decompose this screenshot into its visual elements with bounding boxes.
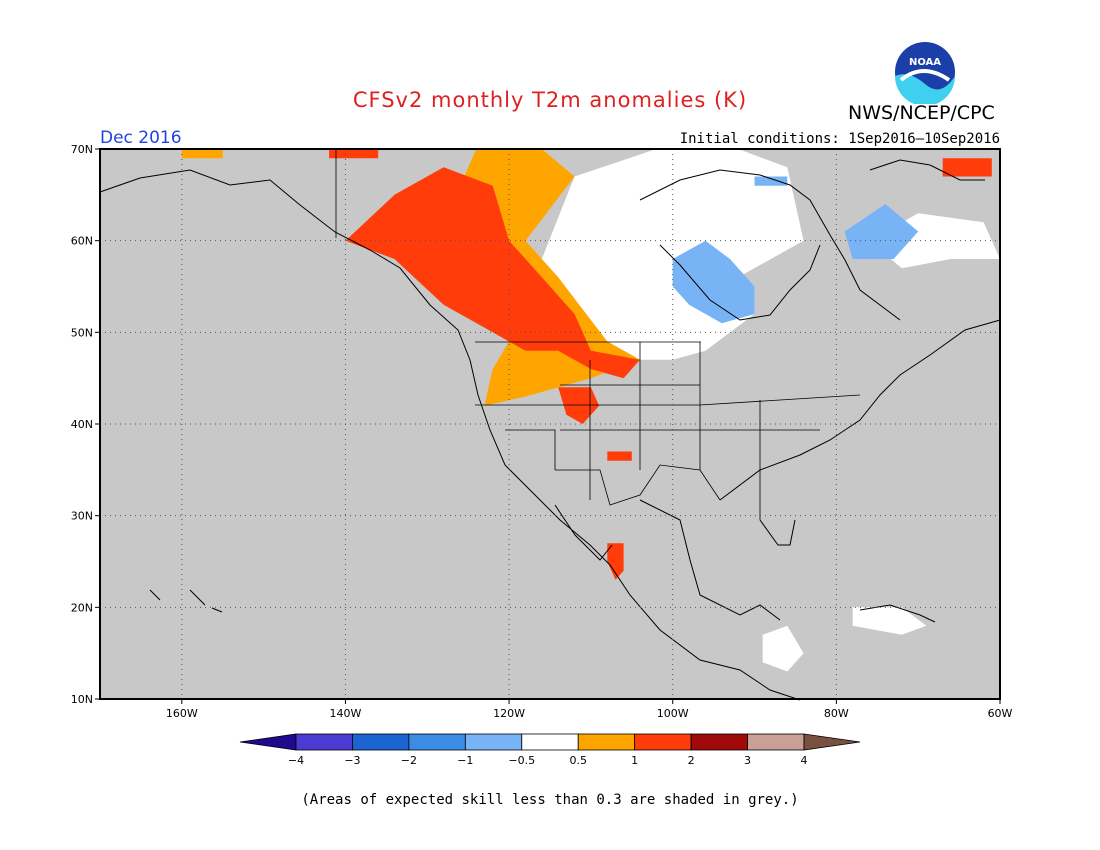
- lon-tick-label: 160W: [166, 707, 198, 720]
- axis-ticks: 70N 60N 50N 40N 30N 20N 10N 160W 140W 120W 100W 80W…: [71, 143, 1013, 720]
- legend-swatch: [577, 733, 636, 751]
- noaa-logo: NOAA: [895, 42, 955, 104]
- lon-tick-label: 140W: [330, 707, 362, 720]
- lon-tick-label: 80W: [824, 707, 849, 720]
- legend-swatch: [295, 733, 353, 751]
- anomaly-region: [558, 387, 600, 424]
- anomaly-region: [181, 149, 223, 159]
- legend-label: −3: [344, 754, 360, 767]
- legend-label: 4: [801, 754, 808, 767]
- lon-tick-label: 120W: [493, 707, 525, 720]
- legend-label: −0.5: [508, 754, 535, 767]
- legend-label: −1: [457, 754, 473, 767]
- lat-tick-label: 70N: [71, 143, 93, 156]
- legend-arrow-high: [803, 733, 861, 751]
- valid-month-label: Dec 2016: [100, 128, 182, 148]
- legend-label: 1: [631, 754, 638, 767]
- anomaly-region: [762, 625, 804, 672]
- anomaly-region: [607, 543, 624, 580]
- legend-swatch: [408, 733, 466, 751]
- lat-tick-label: 40N: [71, 418, 93, 431]
- anomaly-region: [607, 451, 632, 461]
- lat-tick-label: 30N: [71, 510, 93, 523]
- anomaly-region: [852, 607, 927, 635]
- anomaly-region: [329, 149, 379, 159]
- lon-tick-label: 60W: [988, 707, 1013, 720]
- organization-label: NWS/NCEP/CPC: [848, 102, 995, 124]
- lat-tick-label: 60N: [71, 235, 93, 248]
- anomaly-region: [754, 176, 788, 186]
- legend-arrow-low: [239, 733, 297, 751]
- legend-label: −2: [401, 754, 417, 767]
- noaa-logo-text: NOAA: [909, 57, 941, 68]
- legend-label: −4: [288, 754, 304, 767]
- anomaly-region: [345, 167, 640, 379]
- lon-tick-label: 100W: [657, 707, 689, 720]
- anomaly-region: [844, 204, 919, 259]
- political-borders: [335, 149, 861, 520]
- graticule: [100, 149, 1000, 699]
- legend-label: 0.5: [569, 754, 587, 767]
- lat-tick-label: 50N: [71, 326, 93, 339]
- initial-conditions-label: Initial conditions: 1Sep2016–10Sep2016: [679, 131, 1000, 147]
- legend-label: 2: [688, 754, 695, 767]
- skill-footnote: (Areas of expected skill less than 0.3 a…: [301, 792, 799, 808]
- map-title: CFSv2 monthly T2m anomalies (K): [352, 88, 748, 112]
- legend-swatch: [521, 733, 579, 751]
- lat-tick-label: 10N: [71, 693, 93, 706]
- anomaly-region: [942, 158, 992, 177]
- lat-tick-label: 20N: [71, 601, 93, 614]
- legend-swatch: [634, 733, 692, 751]
- coastlines: [99, 159, 1001, 701]
- legend-swatch: [747, 733, 805, 751]
- color-legend: −4 −3 −2 −1 −0.5 0.5 1 2 3 4: [239, 733, 861, 767]
- legend-swatch: [690, 733, 748, 751]
- legend-swatch: [464, 733, 523, 751]
- legend-swatch: [352, 733, 410, 751]
- legend-label: 3: [744, 754, 751, 767]
- anomaly-region: [672, 240, 755, 324]
